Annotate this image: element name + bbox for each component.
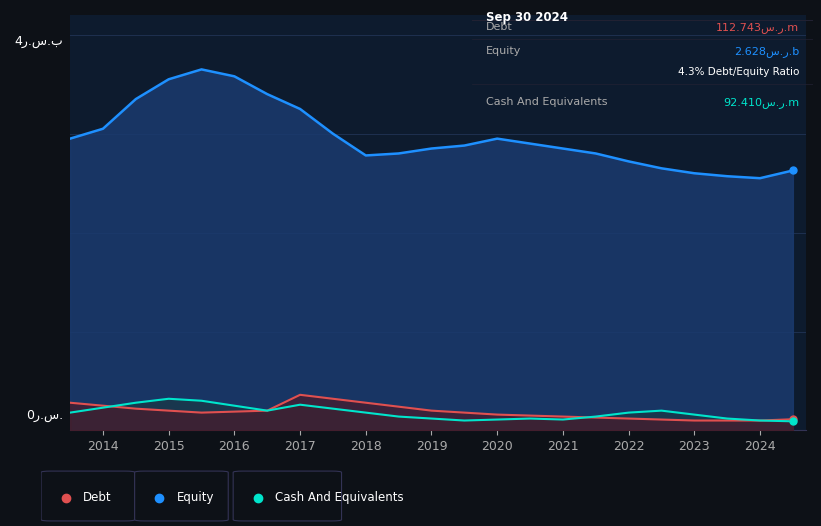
Text: Sep 30 2024: Sep 30 2024 — [486, 11, 567, 24]
Text: Cash And Equivalents: Cash And Equivalents — [275, 491, 404, 504]
FancyBboxPatch shape — [135, 471, 228, 521]
Text: Equity: Equity — [486, 46, 521, 56]
Text: Equity: Equity — [177, 491, 214, 504]
Text: 92.410س.ر.m: 92.410س.ر.m — [723, 97, 799, 107]
Text: 112.743س.ر.m: 112.743س.ر.m — [716, 22, 799, 33]
Text: 0ر.س.: 0ر.س. — [25, 409, 62, 422]
Text: 4.3% Debt/Equity Ratio: 4.3% Debt/Equity Ratio — [678, 67, 799, 77]
Text: Debt: Debt — [486, 22, 512, 32]
FancyBboxPatch shape — [41, 471, 135, 521]
Text: Debt: Debt — [83, 491, 112, 504]
Text: 2.628س.ر.b: 2.628س.ر.b — [734, 46, 799, 57]
FancyBboxPatch shape — [233, 471, 342, 521]
Text: 4ر.س.ب: 4ر.س.ب — [14, 35, 62, 48]
Text: Cash And Equivalents: Cash And Equivalents — [486, 97, 608, 107]
